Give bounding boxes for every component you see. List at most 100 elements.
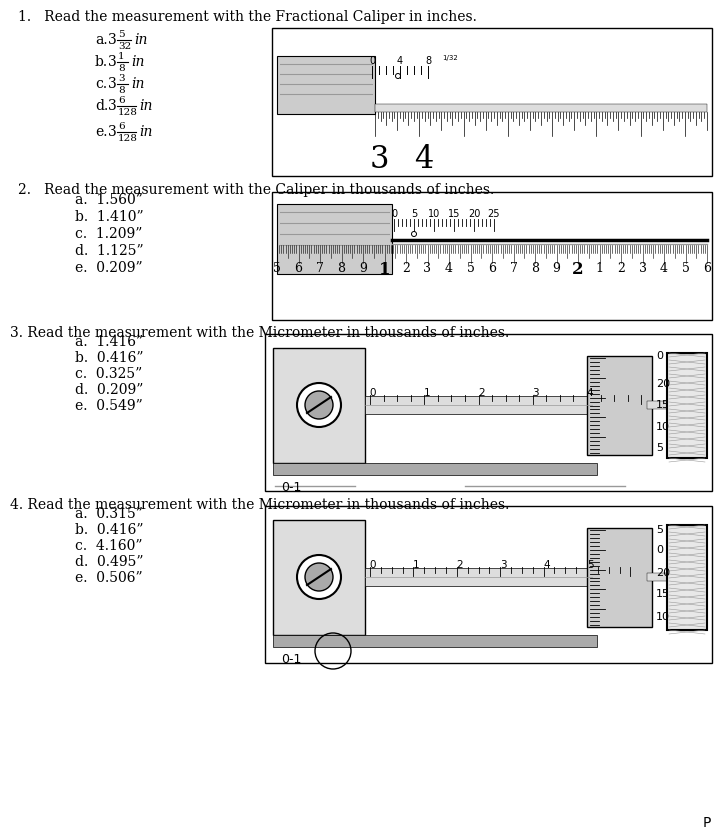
Bar (365, 396, 592, 414)
Text: 5: 5 (467, 263, 474, 275)
Text: 15: 15 (448, 209, 460, 219)
Text: 7: 7 (316, 263, 324, 275)
Text: 1/32: 1/32 (442, 55, 458, 61)
Text: 8: 8 (531, 263, 539, 275)
Text: 3. Read the measurement with the Micrometer in thousands of inches.: 3. Read the measurement with the Microme… (10, 326, 509, 340)
Bar (273, 463, 597, 475)
Bar (375, 104, 707, 112)
Text: 20: 20 (656, 378, 670, 388)
Bar (647, 401, 682, 409)
Text: 2: 2 (478, 388, 485, 398)
Text: 3: 3 (532, 388, 539, 398)
Text: e.  0.209”: e. 0.209” (75, 261, 143, 275)
Text: a.: a. (95, 33, 107, 47)
Text: 0-1: 0-1 (281, 653, 302, 666)
Text: b.  0.416”: b. 0.416” (75, 351, 143, 365)
Bar (277, 56, 375, 114)
Text: 4: 4 (397, 56, 403, 66)
Bar (273, 520, 365, 635)
Text: 3: 3 (108, 125, 117, 139)
Text: 4: 4 (445, 263, 453, 275)
Text: 6: 6 (703, 263, 711, 275)
Text: 3: 3 (108, 99, 117, 113)
Text: 5: 5 (273, 263, 281, 275)
Text: e.  0.506”: e. 0.506” (75, 571, 143, 585)
Text: 4: 4 (660, 263, 668, 275)
Text: 8: 8 (118, 64, 125, 73)
Text: d.  1.125”: d. 1.125” (75, 244, 143, 258)
Text: d.  0.495”: d. 0.495” (75, 555, 143, 569)
Text: 4. Read the measurement with the Micrometer in thousands of inches.: 4. Read the measurement with the Microme… (10, 498, 509, 512)
Text: 1: 1 (118, 52, 125, 61)
Text: 3: 3 (369, 144, 389, 175)
Text: 3: 3 (118, 74, 125, 83)
Text: 1.   Read the measurement with the Fractional Caliper in inches.: 1. Read the measurement with the Fractio… (18, 10, 477, 24)
Text: 0: 0 (656, 545, 663, 555)
Text: 0: 0 (656, 351, 663, 361)
Text: 0: 0 (369, 56, 375, 66)
Text: b.: b. (95, 55, 108, 69)
Text: 0: 0 (370, 560, 377, 570)
Text: 7: 7 (510, 263, 518, 275)
Text: e.: e. (95, 125, 107, 139)
Text: 15: 15 (656, 589, 670, 599)
Text: d.: d. (95, 99, 108, 113)
Text: 6: 6 (294, 263, 302, 275)
Bar (667, 525, 707, 630)
Text: 3: 3 (639, 263, 647, 275)
Text: 6: 6 (118, 122, 125, 131)
Bar (265, 506, 712, 663)
Text: 20: 20 (468, 209, 480, 219)
Circle shape (305, 563, 333, 591)
Text: 128: 128 (118, 134, 138, 143)
Text: 32: 32 (118, 42, 131, 51)
Text: in: in (139, 99, 153, 113)
Circle shape (305, 391, 333, 419)
Text: a.  1.560”: a. 1.560” (75, 193, 143, 207)
Text: 10: 10 (656, 422, 670, 432)
Text: 8: 8 (425, 56, 431, 66)
Text: 5: 5 (682, 263, 690, 275)
Bar (365, 568, 592, 586)
Bar (272, 28, 712, 176)
Text: 3: 3 (423, 263, 431, 275)
Text: 1: 1 (595, 263, 603, 275)
Text: a.  1.416”: a. 1.416” (75, 335, 143, 349)
Text: 1: 1 (379, 260, 390, 278)
Text: 5: 5 (656, 525, 663, 535)
Bar (265, 334, 712, 491)
Text: 4: 4 (587, 388, 593, 398)
Text: 0: 0 (391, 209, 397, 219)
Text: c.  0.325”: c. 0.325” (75, 367, 143, 381)
Text: in: in (139, 125, 153, 139)
Text: 8: 8 (118, 86, 125, 95)
Text: 128: 128 (118, 108, 138, 117)
Text: 0-1: 0-1 (281, 481, 302, 494)
Text: 5: 5 (411, 209, 417, 219)
Text: 5: 5 (587, 560, 593, 570)
Circle shape (297, 555, 341, 599)
Text: 0: 0 (370, 388, 377, 398)
Polygon shape (682, 399, 700, 411)
Text: 20: 20 (656, 567, 670, 577)
Text: 2: 2 (572, 260, 584, 278)
Text: 10: 10 (656, 612, 670, 622)
Text: 25: 25 (487, 209, 500, 219)
Text: 8: 8 (338, 263, 346, 275)
Text: b.  0.416”: b. 0.416” (75, 523, 143, 537)
Bar (587, 356, 652, 455)
Bar (272, 192, 712, 320)
Text: in: in (134, 33, 148, 47)
Text: b.  1.410”: b. 1.410” (75, 210, 143, 224)
Text: 6: 6 (488, 263, 496, 275)
Text: 5: 5 (118, 30, 125, 39)
Bar (587, 528, 652, 627)
Text: 15: 15 (656, 400, 670, 410)
Text: 9: 9 (359, 263, 367, 275)
Text: 3: 3 (108, 77, 117, 91)
Text: 9: 9 (552, 263, 560, 275)
Bar (647, 573, 682, 581)
Text: 10: 10 (428, 209, 440, 219)
Text: a.  0.315”: a. 0.315” (75, 507, 143, 521)
Text: in: in (131, 55, 145, 69)
